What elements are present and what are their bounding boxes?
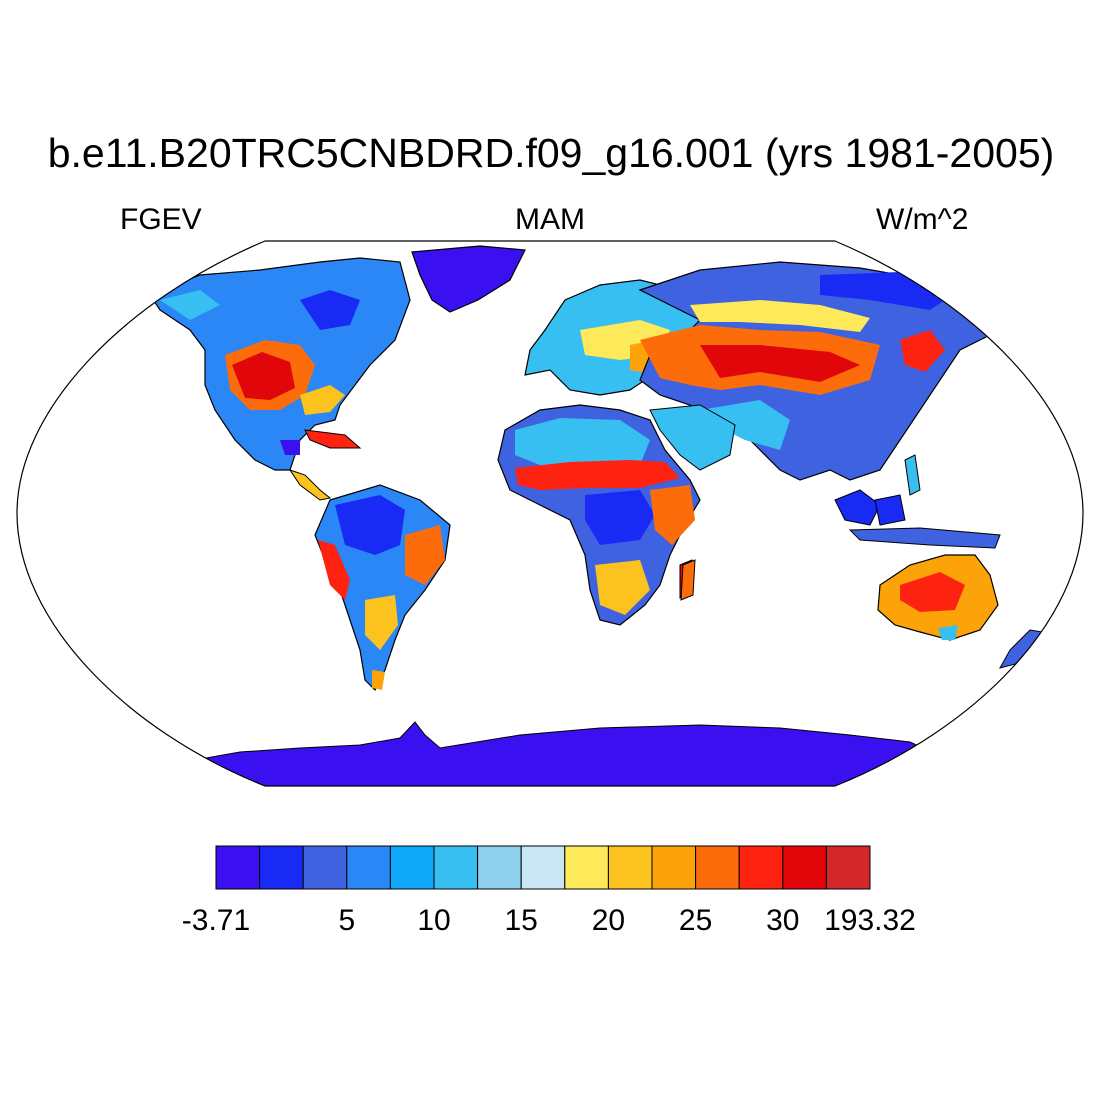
season-label: MAM — [515, 203, 585, 236]
colorbar-swatch — [782, 845, 827, 890]
colorbar-swatch — [389, 845, 435, 890]
colorbar-tick-label: -3.71 — [182, 904, 250, 937]
colorbar-swatch — [738, 845, 784, 890]
colorbar-swatch — [695, 845, 740, 890]
units-label: W/m^2 — [876, 203, 969, 236]
colorbar-tick-label: 30 — [766, 904, 799, 937]
greenland-landmass — [411, 245, 526, 313]
colorbar-swatch — [259, 845, 304, 890]
plot-title: b.e11.B20TRC5CNBDRD.f09_g16.001 (yrs 198… — [47, 130, 1055, 176]
colorbar-swatch — [477, 845, 522, 890]
colorbar-tick-label: 193.32 — [824, 904, 916, 937]
colorbar-swatch — [607, 845, 653, 890]
colorbar-tick-label: 15 — [505, 904, 538, 937]
colorbar-tick-label: 5 — [338, 904, 355, 937]
colorbar-tick-label: 10 — [417, 904, 450, 937]
colorbar-swatch — [346, 845, 391, 890]
colorbar-swatch — [825, 845, 871, 890]
colorbar-swatch — [433, 845, 479, 890]
variable-label: FGEV — [120, 203, 202, 236]
colorbar-swatch — [215, 845, 261, 890]
colorbar-tick-label: 25 — [679, 904, 712, 937]
colorbar-swatch — [651, 845, 697, 890]
map-border — [16, 240, 1084, 787]
colorbar-swatch — [520, 845, 566, 890]
colorbar-swatch — [564, 845, 609, 890]
colorbar-tick-label: 20 — [592, 904, 625, 937]
colorbar-swatch — [302, 845, 348, 890]
